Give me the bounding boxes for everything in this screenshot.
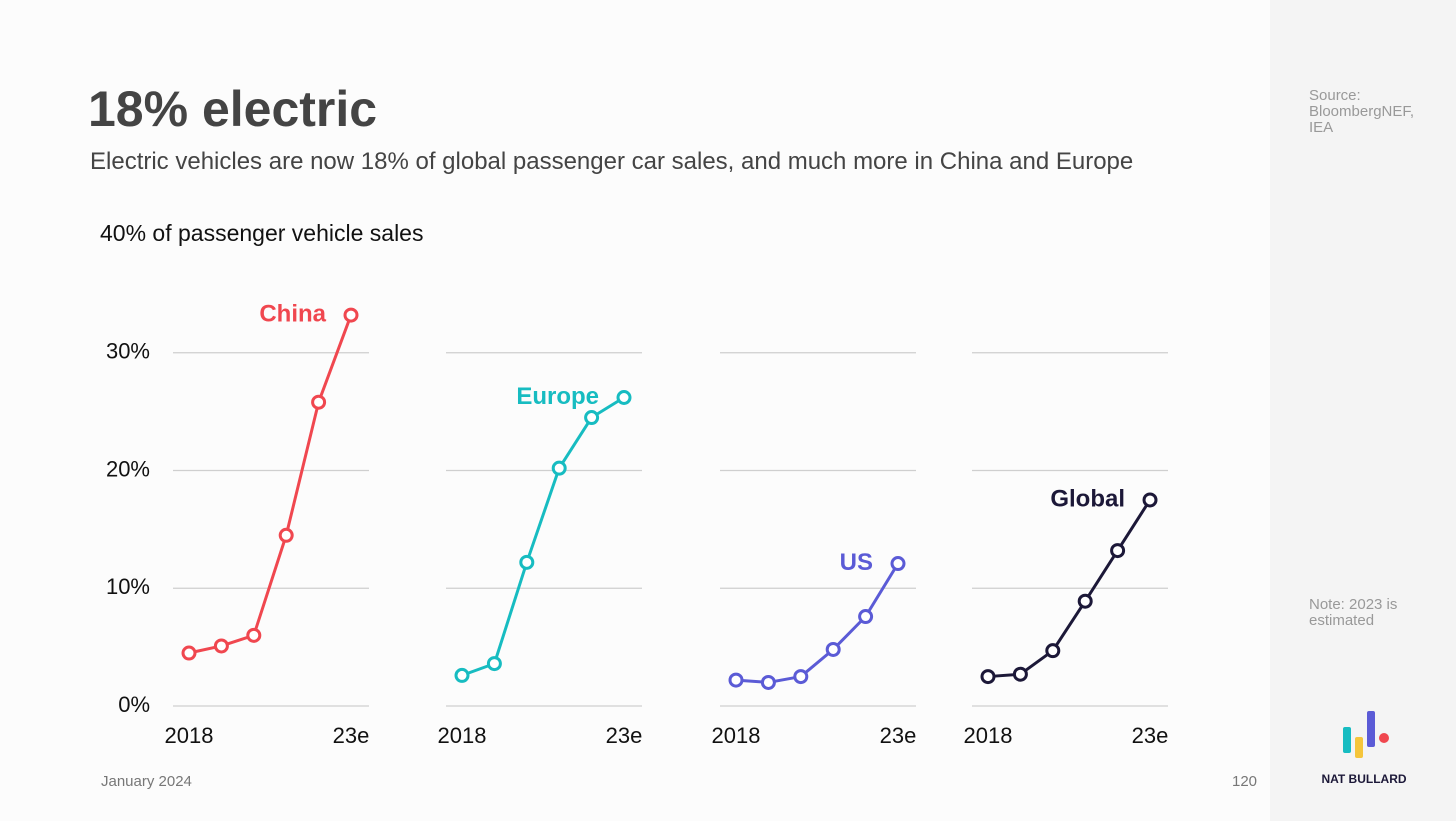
point (760, 674, 776, 690)
x-tick-label: 23e (606, 723, 643, 748)
logo-bar (1355, 737, 1363, 758)
point (181, 645, 197, 661)
point (858, 609, 874, 625)
logo-bar (1343, 727, 1351, 753)
point (890, 556, 906, 572)
x-tick-label: 2018 (165, 723, 214, 748)
logo (1343, 711, 1389, 758)
brand: NAT BULLARD (1321, 772, 1406, 786)
point (246, 627, 262, 643)
y-tick-label: 20% (106, 456, 150, 481)
point (311, 394, 327, 410)
point (551, 460, 567, 476)
x-tick-label: 23e (880, 723, 917, 748)
y-tick-label: 0% (118, 692, 150, 717)
point (980, 669, 996, 685)
point (616, 389, 632, 405)
y-axis-label: 40% of passenger vehicle sales (100, 220, 423, 246)
series-label: China (259, 300, 326, 327)
date: January 2024 (101, 773, 192, 790)
point (1110, 543, 1126, 559)
point (1012, 666, 1028, 682)
point (584, 410, 600, 426)
logo-dot (1379, 733, 1389, 743)
point (213, 638, 229, 654)
point (793, 669, 809, 685)
x-tick-label: 2018 (712, 723, 761, 748)
y-tick-label: 30% (106, 339, 150, 364)
point (1142, 492, 1158, 508)
point (825, 641, 841, 657)
page-number: 120 (1232, 773, 1258, 790)
sidebar (1270, 0, 1456, 821)
x-tick-label: 23e (1132, 723, 1169, 748)
series-label: Europe (516, 383, 599, 410)
point (454, 667, 470, 683)
point (278, 527, 294, 543)
note: Note: 2023 is estimated (1309, 596, 1398, 629)
point (1077, 593, 1093, 609)
series-label: Global (1050, 485, 1125, 512)
point (486, 656, 502, 672)
logo-bar (1367, 711, 1375, 747)
point (343, 307, 359, 323)
x-tick-label: 2018 (964, 723, 1013, 748)
source: Source: BloombergNEF, IEA (1309, 87, 1415, 136)
point (519, 554, 535, 570)
x-tick-label: 2018 (438, 723, 487, 748)
point (1045, 643, 1061, 659)
subtitle: Electric vehicles are now 18% of global … (90, 148, 1134, 175)
y-tick-label: 10% (106, 574, 150, 599)
line (735, 562, 900, 684)
line (461, 396, 625, 677)
series-label: US (840, 549, 873, 576)
point (728, 672, 744, 688)
x-tick-label: 23e (333, 723, 370, 748)
title: 18% electric (88, 81, 378, 137)
line (188, 314, 353, 655)
